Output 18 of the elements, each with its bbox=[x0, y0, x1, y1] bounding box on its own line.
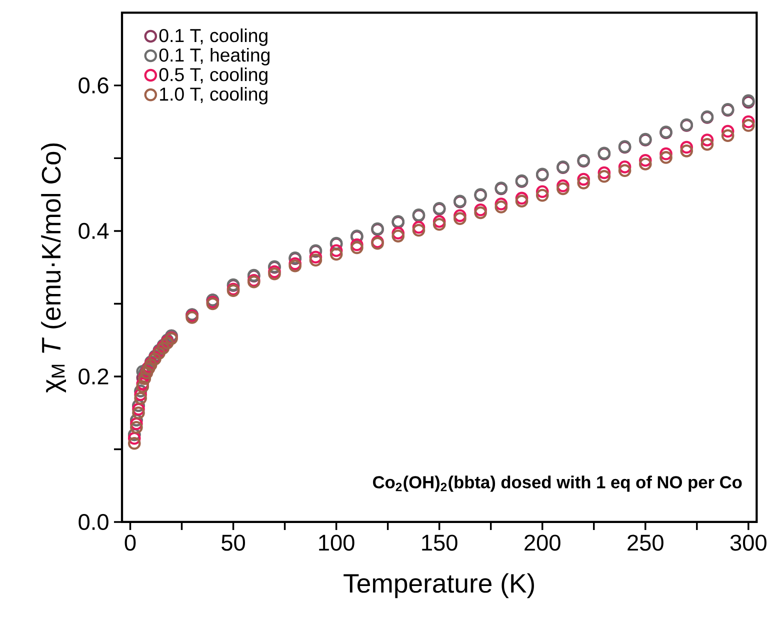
y-axis-title: χ$_{M}$ T (emu·K/mol Co) bbox=[41, 143, 66, 393]
x-tick-label: 300 bbox=[730, 534, 766, 551]
legend-label: 0.1 T, heating bbox=[159, 48, 270, 66]
y-tick-label: 0.2 bbox=[78, 368, 108, 384]
x-axis-title: Temperature (K) bbox=[344, 573, 534, 598]
x-tick-label: 150 bbox=[422, 534, 458, 551]
annotation: Co$_{2}$(OH)$_{2}$(bbta) dosed with 1 eq of NO per Co bbox=[373, 476, 742, 492]
x-tick-label: 50 bbox=[222, 534, 246, 551]
x-tick-label: 0 bbox=[124, 534, 136, 551]
x-tick-label: 100 bbox=[319, 534, 354, 551]
legend-label: 0.5 T, cooling bbox=[159, 68, 268, 85]
x-tick-label: 250 bbox=[628, 534, 664, 551]
y-tick-label: 0.0 bbox=[78, 514, 108, 530]
y-tick-label: 0.4 bbox=[78, 222, 109, 239]
y-tick-label: 0.6 bbox=[78, 77, 108, 94]
legend-label: 1.0 T, cooling bbox=[160, 87, 268, 104]
legend-label: 0.1 T, cooling bbox=[159, 28, 268, 46]
x-tick-label: 200 bbox=[524, 534, 560, 551]
